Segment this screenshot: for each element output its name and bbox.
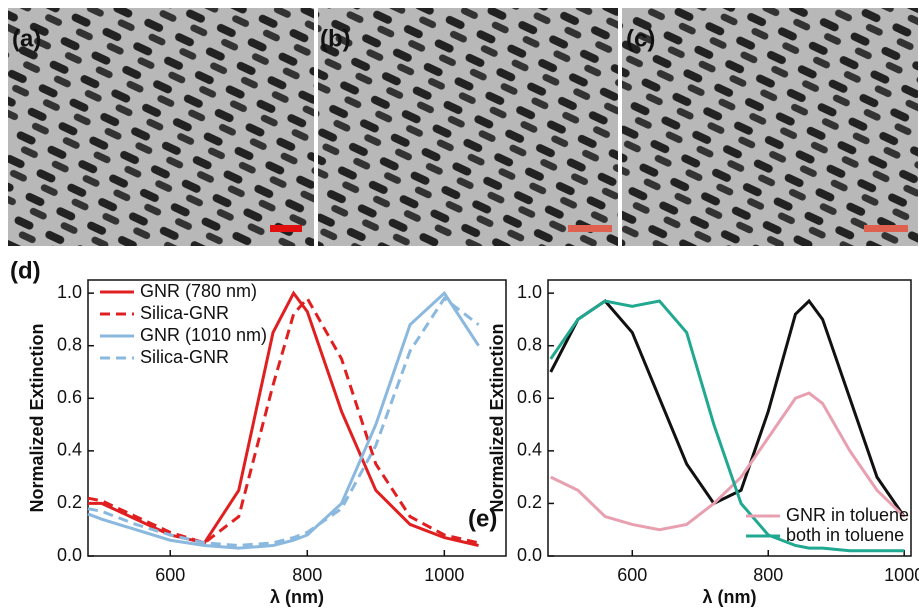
scale-bar xyxy=(864,225,908,232)
y-tick-label: 0.8 xyxy=(57,334,82,354)
y-tick-label: 0.2 xyxy=(517,492,542,512)
x-tick-label: 800 xyxy=(753,565,783,585)
x-axis-label: λ (nm) xyxy=(270,587,324,607)
y-tick-label: 1.0 xyxy=(517,282,542,302)
y-tick-label: 0.6 xyxy=(517,387,542,407)
x-tick-label: 600 xyxy=(617,565,647,585)
data-line xyxy=(551,301,904,517)
legend-label: GNR in toluene xyxy=(786,505,909,525)
figure: (a) (b) (c) (d) 0.0 0.2 0.4 0.6 0.8 1.0 600 800 1… xyxy=(0,0,919,609)
legend-label: Silica-GNR xyxy=(140,303,229,323)
y-tick-label: 0.2 xyxy=(57,492,82,512)
y-tick-label: 0.0 xyxy=(517,545,542,565)
scale-bar xyxy=(270,225,302,232)
x-tick-label: 1000 xyxy=(884,565,919,585)
y-tick-label: 1.0 xyxy=(57,282,82,302)
y-axis-label: Normalized Extinction xyxy=(487,323,507,512)
legend-label: GNR (1010 nm) xyxy=(140,325,267,345)
legend-label: GNR (780 nm) xyxy=(140,281,257,301)
x-tick-label: 600 xyxy=(155,565,185,585)
y-tick-label: 0.4 xyxy=(57,440,82,460)
panel-label: (c) xyxy=(626,25,655,52)
y-tick-label: 0.4 xyxy=(517,440,542,460)
y-tick-label: 0.0 xyxy=(57,545,82,565)
panel-label: (a) xyxy=(12,25,41,52)
x-tick-label: 800 xyxy=(292,565,322,585)
tem-image xyxy=(318,8,618,246)
tem-image xyxy=(8,8,314,246)
panel-label: (d) xyxy=(10,257,41,284)
legend-label: both in toluene xyxy=(786,525,904,545)
tem-image xyxy=(622,8,918,246)
y-tick-label: 0.8 xyxy=(517,334,542,354)
scale-bar xyxy=(568,225,612,232)
x-tick-label: 1000 xyxy=(424,565,464,585)
panel-label: (b) xyxy=(320,25,351,52)
x-axis-label: λ (nm) xyxy=(703,587,757,607)
y-tick-label: 0.6 xyxy=(57,387,82,407)
legend-label: Silica-GNR xyxy=(140,347,229,367)
y-axis-label: Normalized Extinction xyxy=(27,323,47,512)
